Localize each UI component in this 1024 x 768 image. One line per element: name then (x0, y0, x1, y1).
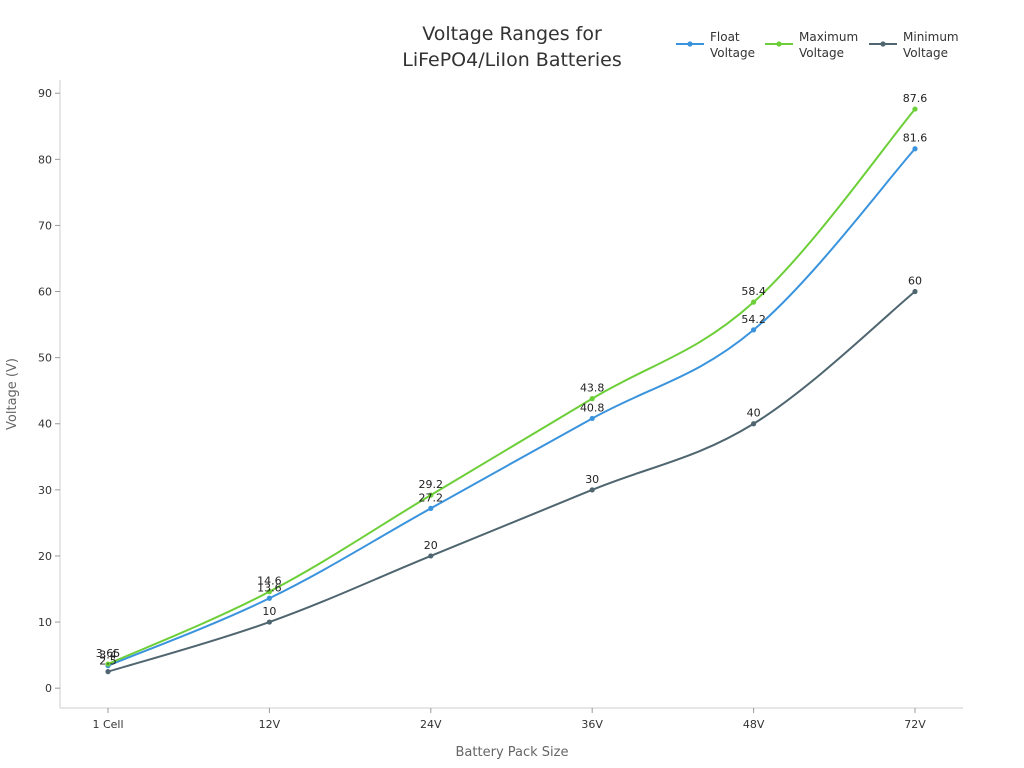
legend-label: Voltage (799, 46, 844, 60)
data-point-minimum-voltage (266, 619, 272, 625)
data-label-minimum-voltage: 20 (424, 539, 438, 552)
data-point-float-voltage (912, 146, 918, 152)
data-point-float-voltage (428, 505, 434, 511)
x-axis-ticks: 1 Cell 12V 24V 36V 48V 72V (92, 708, 926, 731)
data-point-minimum-voltage (589, 487, 595, 493)
data-point-minimum-voltage (751, 421, 757, 427)
data-point-maximum-voltage (428, 492, 434, 498)
legend-marker (687, 41, 693, 47)
data-label-maximum-voltage: 3.65 (96, 647, 121, 660)
chart-title-line-1: Voltage Ranges for (422, 23, 602, 45)
y-tick-label: 40 (38, 418, 52, 431)
data-point-float-voltage (751, 327, 757, 333)
x-tick-label: 36V (581, 718, 603, 731)
data-label-float-voltage: 27.2 (419, 491, 444, 504)
legend-label: Voltage (903, 46, 948, 60)
data-point-float-voltage (589, 415, 595, 422)
y-tick-label: 90 (38, 87, 52, 100)
x-tick-label: 48V (743, 718, 765, 731)
y-tick-label: 20 (38, 550, 52, 563)
data-label-maximum-voltage: 58.4 (741, 285, 766, 298)
x-tick-label: 24V (420, 718, 442, 731)
legend-label: Minimum (903, 30, 959, 44)
series-layer (105, 106, 918, 675)
data-label-minimum-voltage: 60 (908, 275, 922, 288)
legend-label: Float (710, 30, 740, 44)
data-label-float-voltage: 40.8 (580, 401, 605, 414)
legend-marker (880, 41, 886, 47)
data-point-maximum-voltage (105, 661, 111, 667)
x-tick-label: 12V (259, 718, 281, 731)
y-axis-title: Voltage (V) (5, 358, 20, 430)
y-tick-label: 60 (38, 286, 52, 299)
x-tick-label: 1 Cell (92, 718, 123, 731)
data-label-float-voltage: 81.6 (903, 132, 928, 145)
y-tick-label: 50 (38, 352, 52, 365)
chart-title-line-2: LiFePO4/LiIon Batteries (402, 49, 621, 71)
data-label-minimum-voltage: 40 (747, 407, 761, 420)
data-point-minimum-voltage (428, 553, 434, 559)
data-label-float-voltage: 54.2 (741, 313, 766, 326)
y-axis-ticks: 0 10 20 30 40 50 60 70 80 90 (38, 87, 60, 695)
data-label-minimum-voltage: 2.5 (99, 655, 117, 668)
data-label-minimum-voltage: 30 (585, 473, 599, 486)
data-label-maximum-voltage: 14.6 (257, 575, 282, 588)
data-label-minimum-voltage: 10 (262, 605, 276, 618)
data-label-float-voltage: 13.6 (257, 581, 282, 594)
data-label-maximum-voltage: 43.8 (580, 382, 605, 395)
series-line-float-voltage (107, 148, 916, 667)
data-point-maximum-voltage (912, 106, 918, 112)
y-tick-label: 70 (38, 219, 52, 232)
y-tick-label: 80 (38, 153, 52, 166)
data-point-maximum-voltage (589, 396, 595, 402)
data-label-maximum-voltage: 29.2 (419, 478, 444, 491)
data-point-minimum-voltage (105, 669, 111, 675)
series-line-minimum-voltage (107, 290, 916, 673)
y-tick-label: 0 (45, 682, 52, 695)
x-tick-label: 72V (904, 718, 926, 731)
data-label-float-voltage: 3.4 (99, 649, 117, 662)
data-labels-layer: 3.4 13.6 27.2 40.8 54.2 81.6 3.65 14.6 29.2 43.8 5… (96, 92, 928, 668)
data-label-maximum-voltage: 87.6 (903, 92, 928, 105)
legend-label: Maximum (799, 30, 858, 44)
series-line-maximum-voltage (107, 108, 916, 665)
legend-marker (776, 41, 782, 47)
data-point-minimum-voltage (912, 288, 918, 295)
y-tick-label: 10 (38, 616, 52, 629)
data-point-maximum-voltage (266, 589, 272, 595)
legend: Float Voltage Maximum Voltage Minimum Voltage (676, 30, 959, 60)
x-axis-title: Battery Pack Size (456, 745, 569, 760)
y-tick-label: 30 (38, 484, 52, 497)
data-point-maximum-voltage (751, 299, 757, 305)
data-point-float-voltage (266, 595, 272, 601)
legend-label: Voltage (710, 46, 755, 60)
